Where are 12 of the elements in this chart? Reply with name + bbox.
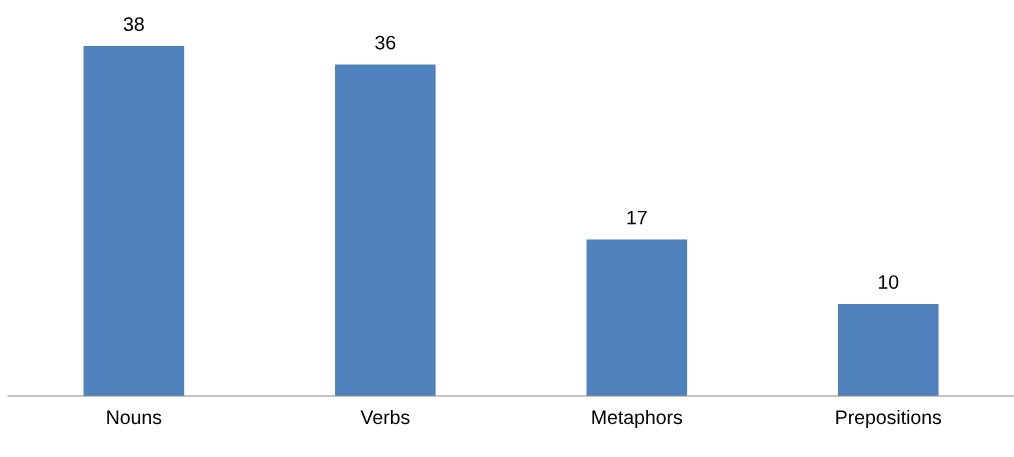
bar	[335, 64, 436, 396]
x-tick-label: Verbs	[360, 409, 410, 425]
data-label: 17	[627, 210, 647, 225]
bar	[837, 303, 939, 396]
x-tick-label: Metaphors	[592, 409, 683, 429]
bar	[83, 46, 185, 396]
data-label: 38	[123, 17, 144, 32]
bar	[586, 239, 688, 396]
data-label: 36	[375, 35, 396, 50]
x-tick-label: Prepositions	[836, 409, 942, 429]
data-label: 10	[878, 275, 899, 289]
x-tick-label: Nouns	[107, 410, 162, 425]
